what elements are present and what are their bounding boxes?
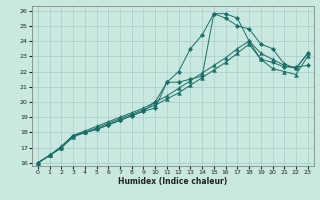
X-axis label: Humidex (Indice chaleur): Humidex (Indice chaleur) [118,177,228,186]
